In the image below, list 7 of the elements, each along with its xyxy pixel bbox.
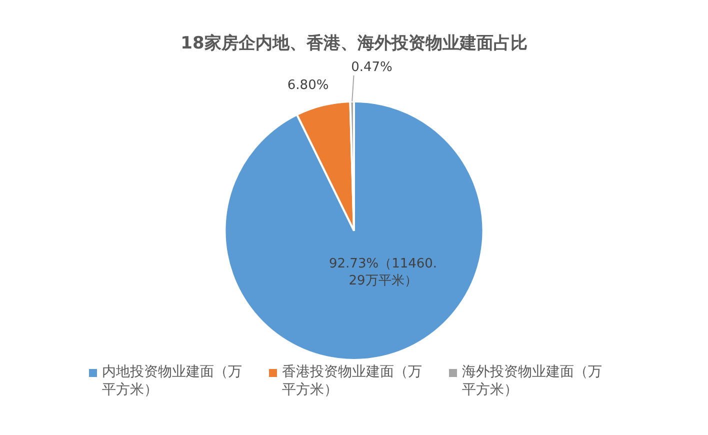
- legend-label: 内地投资物业建面（万平方米）: [102, 363, 243, 399]
- data-label: 92.73%（11460.29万平米）: [329, 256, 438, 288]
- data-label: 0.47%: [351, 60, 392, 75]
- legend-label: 香港投资物业建面（万平方米）: [282, 363, 423, 399]
- legend-label: 海外投资物业建面（万平方米）: [462, 363, 603, 399]
- chart-title: 18家房企内地、香港、海外投资物业建面占比: [180, 34, 528, 54]
- data-label: 6.80%: [287, 78, 329, 94]
